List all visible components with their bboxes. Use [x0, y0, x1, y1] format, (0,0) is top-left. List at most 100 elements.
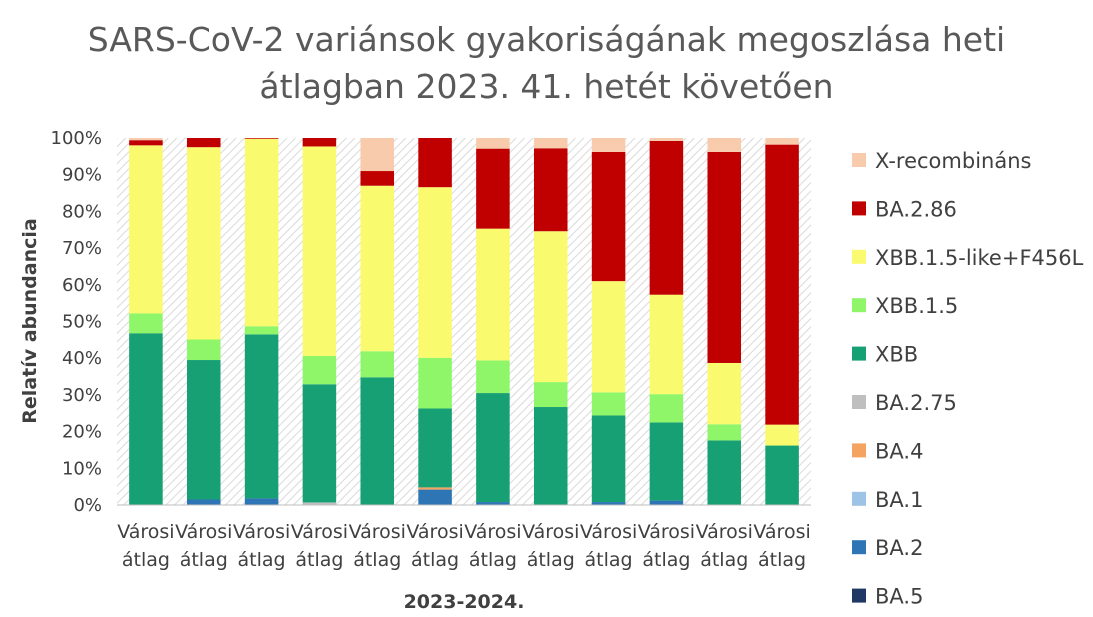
bar-segment — [302, 356, 337, 385]
legend-swatch — [852, 491, 866, 506]
bar-segment — [533, 407, 568, 505]
bar-segment — [129, 313, 163, 334]
x-category-label: Városi átlag — [291, 521, 348, 571]
x-category-label: Városi átlag — [175, 521, 232, 571]
y-tick-label: 60% — [62, 275, 102, 296]
y-tick-label: 70% — [62, 238, 102, 259]
bar-segment — [244, 334, 279, 499]
bar-segment — [186, 147, 221, 340]
bar-segment — [302, 384, 337, 503]
bar-segment — [533, 148, 568, 232]
bar-segment — [765, 144, 799, 425]
bar-segment — [591, 415, 626, 503]
chart-title-line-2: átlagban 2023. 41. hetét követően — [259, 67, 834, 106]
bar-segment — [418, 408, 452, 488]
bar-segment — [302, 138, 337, 147]
x-category-label: Városi átlag — [464, 521, 521, 571]
bar-segment — [186, 499, 221, 505]
bar-segment — [765, 424, 799, 446]
legend: X-recombináns BA.2.86 XBB.1.5-like+F456L XB… — [852, 149, 1084, 609]
bars-group — [129, 138, 799, 505]
bar-segment — [707, 424, 742, 441]
legend-label: XBB.1.5 — [875, 294, 958, 318]
bar-segment — [418, 489, 452, 505]
x-category-label: Városi átlag — [753, 521, 810, 571]
bar-segment — [129, 333, 163, 505]
y-axis-title: Relatív abundancia — [19, 218, 41, 423]
bar-segment — [765, 138, 799, 145]
legend-swatch — [852, 395, 866, 409]
x-category-label: Városi átlag — [522, 521, 579, 571]
bar-segment — [591, 392, 626, 416]
bar-segment — [476, 138, 510, 149]
bar-segment — [360, 351, 395, 378]
legend-swatch — [852, 249, 866, 264]
legend-label: BA.2.86 — [875, 197, 957, 221]
legend-swatch — [852, 298, 866, 313]
bar-segment — [302, 146, 337, 356]
legend-label: BA.1 — [875, 488, 923, 512]
bar-segment — [649, 422, 684, 501]
x-category-label: Városi átlag — [349, 521, 406, 571]
bar-segment — [707, 362, 742, 425]
bar-segment — [591, 281, 626, 393]
legend-swatch — [852, 153, 866, 167]
bar-segment — [360, 138, 395, 172]
legend-swatch — [852, 588, 866, 603]
x-category-label: Városi átlag — [580, 521, 637, 571]
bar-segment — [129, 138, 163, 141]
bar-segment — [244, 498, 279, 505]
bar-segment — [244, 138, 279, 327]
bar-segment — [707, 138, 742, 152]
y-tick-label: 90% — [62, 165, 102, 186]
legend-label: XBB.1.5-like+F456L — [875, 246, 1084, 270]
bar-segment — [591, 502, 626, 505]
bar-segment — [186, 360, 221, 500]
bar-segment — [476, 228, 510, 361]
legend-swatch — [852, 346, 866, 361]
bar-segment — [302, 502, 337, 505]
legend-label: X-recombináns — [875, 149, 1031, 173]
legend-label: BA.2 — [875, 536, 923, 560]
bar-segment — [476, 502, 510, 505]
x-category-label: Városi átlag — [406, 521, 463, 571]
bar-segment — [418, 357, 452, 409]
bar-segment — [360, 377, 395, 505]
plot-area-background — [117, 138, 811, 505]
bar-segment — [649, 500, 684, 505]
legend-swatch — [852, 201, 866, 216]
chart-title-line-1: SARS-CoV-2 variánsok gyakoriságának mego… — [87, 20, 1006, 59]
bar-segment — [591, 138, 626, 152]
x-category-label: Városi átlag — [117, 521, 174, 571]
bar-segment — [186, 339, 221, 361]
legend-swatch — [852, 540, 866, 555]
bar-segment — [360, 171, 395, 186]
bar-segment — [476, 148, 510, 229]
bar-segment — [707, 440, 742, 505]
y-tick-label: 80% — [62, 201, 102, 222]
y-tick-label: 100% — [51, 128, 102, 149]
x-category-label: Városi átlag — [233, 521, 290, 571]
bar-segment — [533, 231, 568, 383]
y-tick-labels: 0% 10% 20% 30% 40% 50% 60% 70% 80% 90% 100% — [51, 128, 102, 516]
bar-segment — [533, 382, 568, 408]
legend-label: BA.5 — [875, 585, 923, 609]
bar-segment — [649, 294, 684, 395]
bar-segment — [244, 138, 279, 139]
legend-label: BA.4 — [875, 439, 923, 463]
y-tick-label: 10% — [62, 458, 102, 479]
y-tick-label: 20% — [62, 422, 102, 443]
bar-segment — [649, 140, 684, 295]
bar-segment — [244, 326, 279, 335]
bar-segment — [129, 145, 163, 314]
bar-segment — [418, 138, 452, 188]
legend-swatch — [852, 443, 866, 458]
bar-segment — [765, 445, 799, 505]
x-category-label: Városi átlag — [696, 521, 753, 571]
legend-label: XBB — [875, 343, 918, 367]
legend-label: BA.2.75 — [875, 391, 957, 415]
bar-segment — [649, 394, 684, 423]
bar-segment — [129, 140, 163, 146]
